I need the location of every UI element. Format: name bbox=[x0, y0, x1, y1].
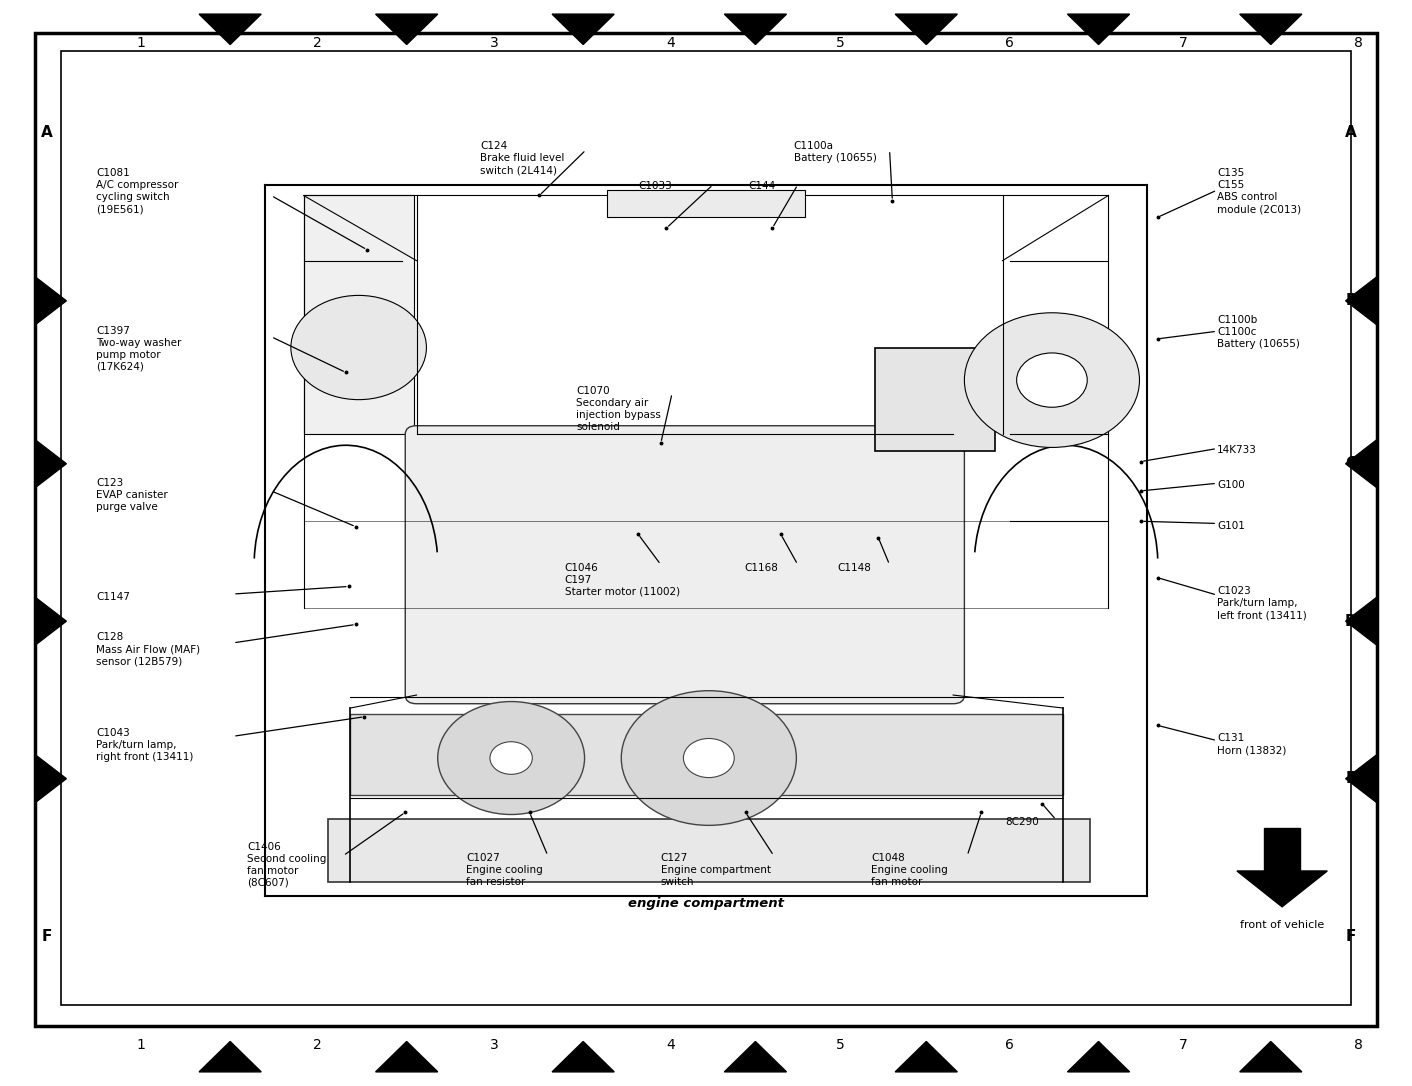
Circle shape bbox=[438, 702, 585, 814]
Text: A: A bbox=[1346, 125, 1357, 140]
Text: F: F bbox=[41, 929, 52, 944]
Text: 5: 5 bbox=[836, 1038, 844, 1051]
Text: C127
Engine compartment
switch: C127 Engine compartment switch bbox=[661, 853, 771, 886]
Polygon shape bbox=[35, 755, 66, 803]
Text: 5: 5 bbox=[836, 37, 844, 50]
Text: C124
Brake fluid level
switch (2L414): C124 Brake fluid level switch (2L414) bbox=[480, 141, 565, 175]
Text: 4: 4 bbox=[666, 37, 675, 50]
Text: 1: 1 bbox=[137, 1038, 145, 1051]
Circle shape bbox=[964, 313, 1139, 447]
Polygon shape bbox=[895, 1041, 957, 1072]
Text: 8: 8 bbox=[1354, 37, 1363, 50]
Bar bbox=[328, 819, 1090, 882]
Circle shape bbox=[683, 738, 734, 778]
Text: C123
EVAP canister
purge valve: C123 EVAP canister purge valve bbox=[96, 478, 168, 512]
Text: C1046
C197
Starter motor (11002): C1046 C197 Starter motor (11002) bbox=[565, 563, 681, 596]
Polygon shape bbox=[376, 14, 438, 45]
Text: front of vehicle: front of vehicle bbox=[1240, 920, 1324, 931]
Text: 8: 8 bbox=[1354, 1038, 1363, 1051]
Polygon shape bbox=[552, 1041, 614, 1072]
Text: D: D bbox=[1346, 614, 1357, 629]
Text: C1033: C1033 bbox=[638, 181, 672, 191]
Bar bbox=[1264, 828, 1300, 871]
Polygon shape bbox=[724, 14, 786, 45]
Text: D: D bbox=[41, 614, 52, 629]
Text: engine compartment: engine compartment bbox=[628, 897, 784, 910]
Text: 3: 3 bbox=[490, 1038, 498, 1051]
Text: G101: G101 bbox=[1217, 521, 1245, 531]
Text: C1100b
C1100c
Battery (10655): C1100b C1100c Battery (10655) bbox=[1217, 315, 1300, 349]
Text: C1043
Park/turn lamp,
right front (13411): C1043 Park/turn lamp, right front (13411… bbox=[96, 728, 193, 761]
Bar bbox=[61, 51, 1351, 1005]
Polygon shape bbox=[1346, 277, 1377, 325]
Polygon shape bbox=[1240, 1041, 1302, 1072]
Polygon shape bbox=[35, 597, 66, 645]
Text: 3: 3 bbox=[490, 37, 498, 50]
Circle shape bbox=[291, 295, 426, 400]
Text: C135
C155
ABS control
module (2C013): C135 C155 ABS control module (2C013) bbox=[1217, 168, 1302, 214]
Polygon shape bbox=[199, 1041, 261, 1072]
Text: C1100a
Battery (10655): C1100a Battery (10655) bbox=[794, 141, 877, 163]
Polygon shape bbox=[895, 14, 957, 45]
Circle shape bbox=[1017, 353, 1087, 407]
Text: 2: 2 bbox=[313, 37, 322, 50]
Polygon shape bbox=[724, 1041, 786, 1072]
Text: C1147: C1147 bbox=[96, 592, 130, 602]
Text: 7: 7 bbox=[1179, 1038, 1187, 1051]
Polygon shape bbox=[552, 14, 614, 45]
Polygon shape bbox=[199, 14, 261, 45]
Text: C1406
Second cooling
fan motor
(8C607): C1406 Second cooling fan motor (8C607) bbox=[247, 842, 326, 887]
Polygon shape bbox=[35, 440, 66, 488]
Text: 8C290: 8C290 bbox=[1005, 817, 1039, 826]
Text: 2: 2 bbox=[313, 1038, 322, 1051]
Text: C1168: C1168 bbox=[744, 563, 778, 572]
Text: E: E bbox=[41, 771, 52, 786]
Polygon shape bbox=[376, 1041, 438, 1072]
Text: C1081
A/C compressor
cycling switch
(19E561): C1081 A/C compressor cycling switch (19E… bbox=[96, 168, 178, 214]
Circle shape bbox=[490, 742, 532, 774]
Bar bbox=[607, 190, 805, 217]
Bar bbox=[875, 348, 995, 451]
Text: C1148: C1148 bbox=[837, 563, 871, 572]
Text: C1023
Park/turn lamp,
left front (13411): C1023 Park/turn lamp, left front (13411) bbox=[1217, 586, 1308, 620]
Text: 4: 4 bbox=[666, 1038, 675, 1051]
Polygon shape bbox=[1240, 14, 1302, 45]
Text: C1048
Engine cooling
fan motor: C1048 Engine cooling fan motor bbox=[871, 853, 947, 886]
Text: 1: 1 bbox=[137, 37, 145, 50]
Bar bbox=[304, 195, 414, 434]
Text: C131
Horn (13832): C131 Horn (13832) bbox=[1217, 733, 1286, 755]
Text: B: B bbox=[1346, 293, 1357, 308]
Circle shape bbox=[621, 691, 796, 825]
Text: 6: 6 bbox=[1005, 1038, 1014, 1051]
Polygon shape bbox=[1067, 1041, 1130, 1072]
Text: E: E bbox=[1346, 771, 1357, 786]
Text: C1027
Engine cooling
fan resistor: C1027 Engine cooling fan resistor bbox=[466, 853, 542, 886]
Polygon shape bbox=[1346, 440, 1377, 488]
Polygon shape bbox=[1346, 597, 1377, 645]
Text: B: B bbox=[41, 293, 52, 308]
Text: C: C bbox=[41, 456, 52, 471]
Polygon shape bbox=[1346, 755, 1377, 803]
Polygon shape bbox=[1237, 871, 1327, 907]
Text: G100: G100 bbox=[1217, 480, 1245, 490]
Text: 6: 6 bbox=[1005, 37, 1014, 50]
Polygon shape bbox=[1067, 14, 1130, 45]
Text: C144: C144 bbox=[748, 181, 775, 191]
Text: C: C bbox=[1346, 456, 1357, 471]
Bar bbox=[350, 714, 1063, 795]
Text: 7: 7 bbox=[1179, 37, 1187, 50]
Text: F: F bbox=[1346, 929, 1357, 944]
Polygon shape bbox=[35, 277, 66, 325]
Text: C1397
Two-way washer
pump motor
(17K624): C1397 Two-way washer pump motor (17K624) bbox=[96, 326, 181, 371]
FancyBboxPatch shape bbox=[405, 426, 964, 704]
Text: 14K733: 14K733 bbox=[1217, 445, 1257, 455]
Text: C128
Mass Air Flow (MAF)
sensor (12B579): C128 Mass Air Flow (MAF) sensor (12B579) bbox=[96, 632, 201, 666]
Text: A: A bbox=[41, 125, 52, 140]
Text: C1070
Secondary air
injection bypass
solenoid: C1070 Secondary air injection bypass sol… bbox=[576, 386, 661, 431]
